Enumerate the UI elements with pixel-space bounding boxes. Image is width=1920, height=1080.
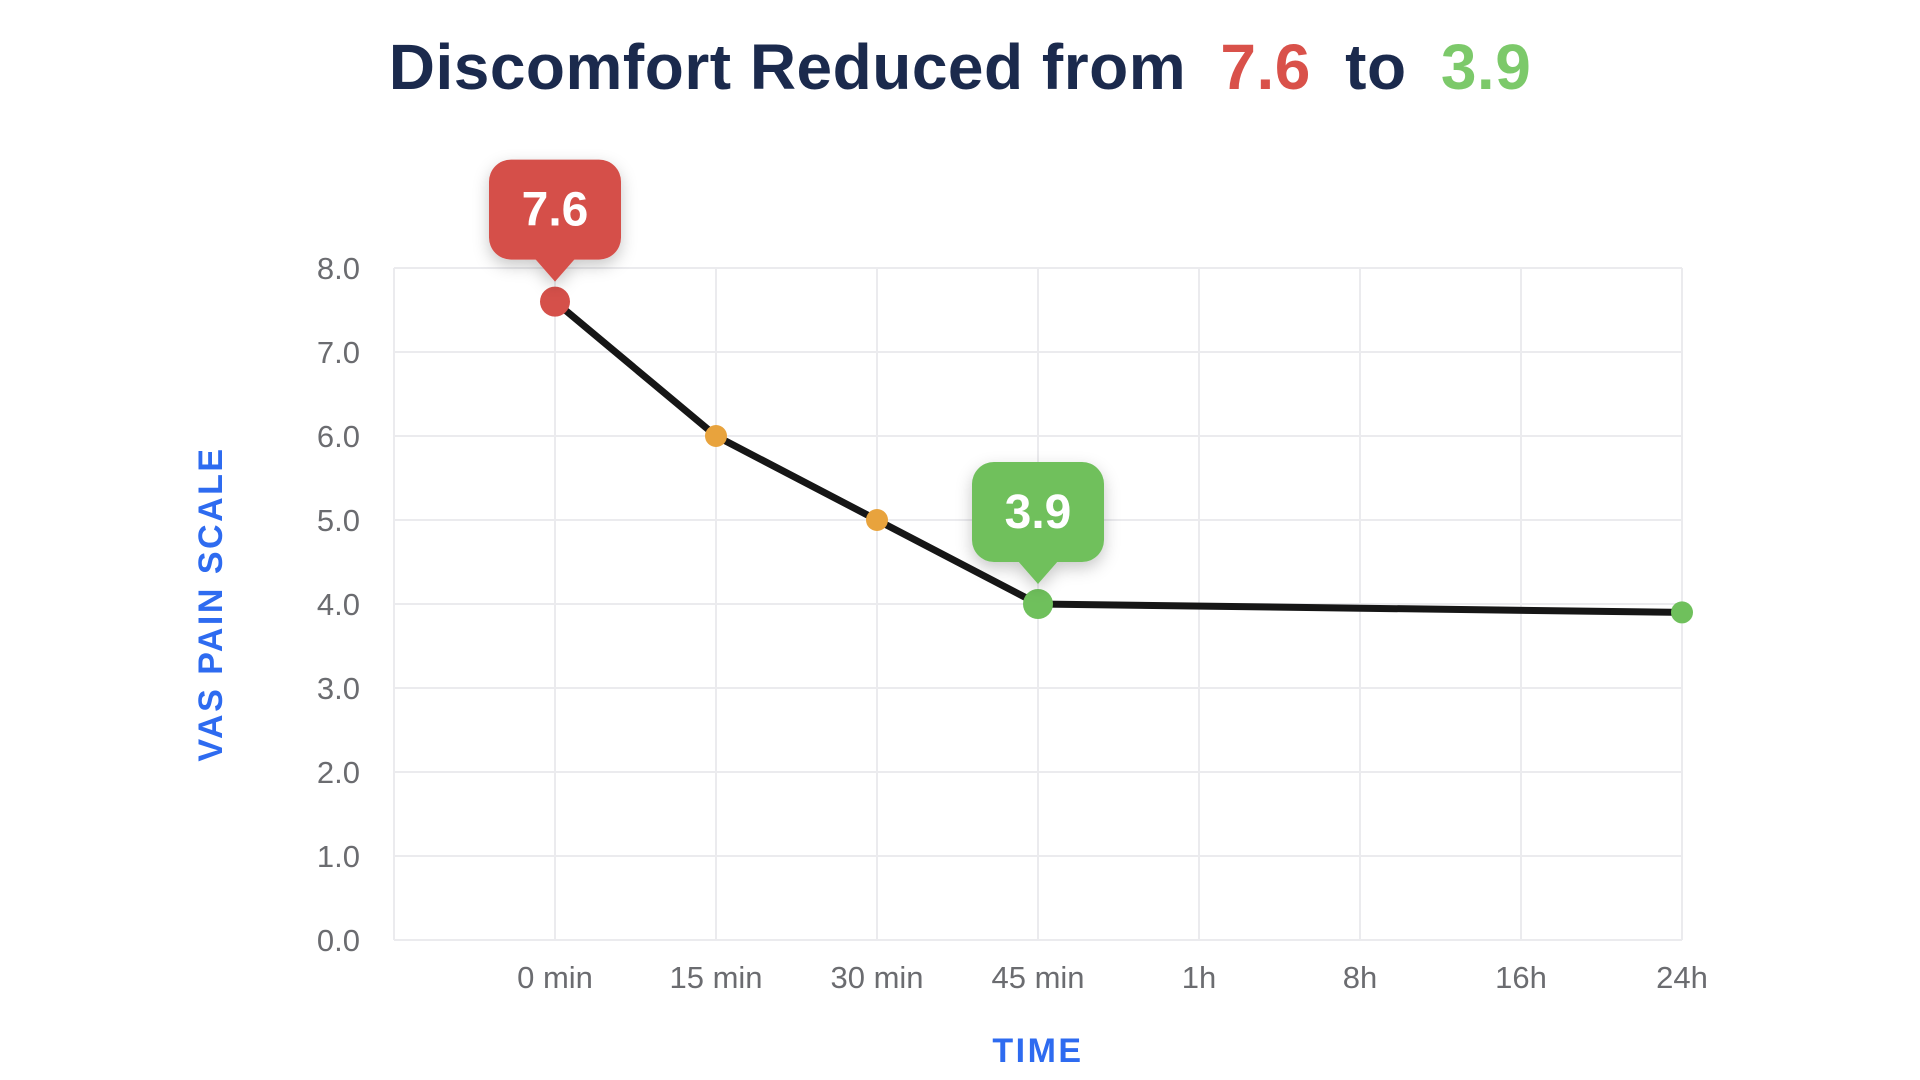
y-tick-label: 6.0 [317,419,360,454]
x-tick-label: 24h [1656,960,1708,995]
x-tick-label: 30 min [830,960,923,995]
callout-bubble-green: 3.9 [972,462,1104,584]
y-tick-label: 3.0 [317,671,360,706]
y-tick-label: 8.0 [317,251,360,286]
x-tick-label: 16h [1495,960,1547,995]
orange-data-point-marker [866,509,888,531]
callout-body [972,462,1104,562]
green-data-point-marker [1671,601,1693,624]
x-axis-title: TIME [992,1032,1083,1070]
callout-tail [534,257,576,282]
y-axis-title: VAS PAIN SCALE [192,446,230,761]
x-tick-label: 8h [1343,960,1377,995]
title-from-value: 7.6 [1220,31,1311,103]
red-data-point-marker [540,286,570,317]
y-tick-label: 5.0 [317,503,360,538]
title-prefix: Discomfort Reduced from [388,31,1187,103]
callout-body [489,159,621,260]
x-tick-label: 1h [1182,960,1216,995]
y-tick-label: 4.0 [317,587,360,622]
callout-tail [1017,560,1059,584]
y-tick-label: 2.0 [317,755,360,790]
chart-title: Discomfort Reduced from 7.6 to 3.9 [0,30,1920,104]
y-tick-label: 7.0 [317,335,360,370]
orange-data-point-marker [705,425,727,447]
callout-value: 7.6 [522,184,589,237]
title-connector: to [1345,31,1407,103]
x-tick-label: 45 min [991,960,1084,995]
data-line [551,298,1686,616]
x-tick-label: 0 min [517,960,593,995]
callout-value: 3.9 [1005,486,1072,539]
x-tick-label: 15 min [669,960,762,995]
title-to-value: 3.9 [1440,31,1532,103]
y-tick-label: 0.0 [317,923,360,958]
y-tick-label: 1.0 [317,839,360,874]
callout-bubble-red: 7.6 [489,159,621,282]
green-data-point-marker [1023,589,1053,619]
